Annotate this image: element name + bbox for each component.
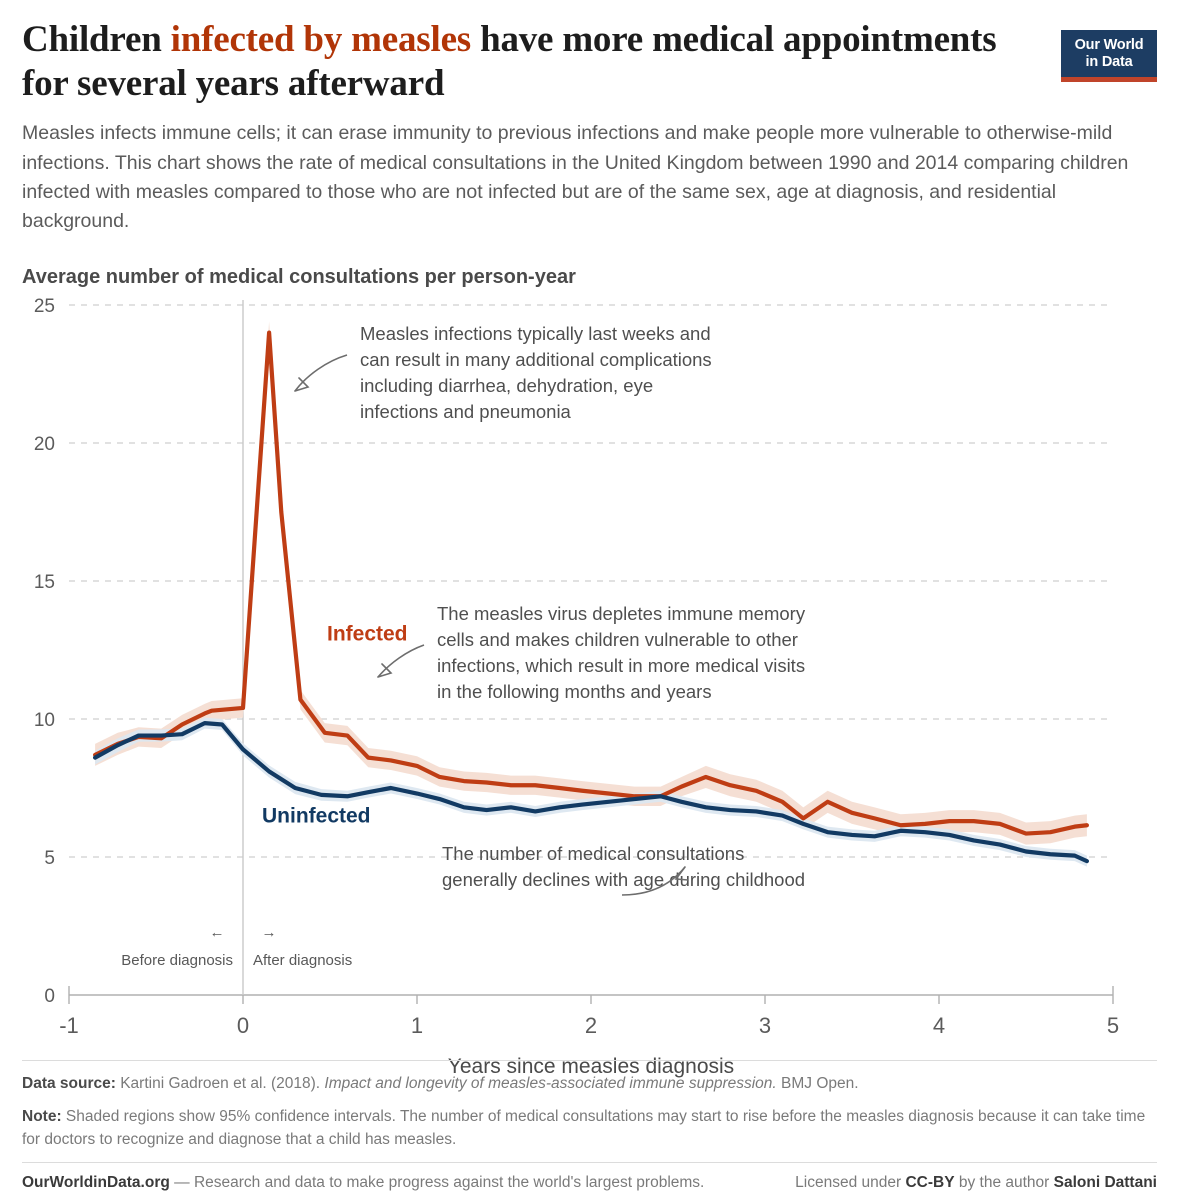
y-axis-tick-label: 25 bbox=[34, 296, 55, 317]
annotation-line: including diarrhea, dehydration, eye bbox=[360, 375, 653, 396]
annotation-arrow-depletion bbox=[377, 644, 425, 678]
x-axis-tick-label: 1 bbox=[411, 1013, 423, 1038]
title-highlight: infected by measles bbox=[170, 19, 472, 60]
annotation-line: infections and pneumonia bbox=[360, 401, 572, 422]
y-axis-tick-label: 10 bbox=[34, 710, 55, 731]
annotation-arrowhead-age bbox=[674, 866, 689, 882]
note-line: Note: Shaded regions show 95% confidence… bbox=[22, 1106, 1157, 1151]
series-label-uninfected: Uninfected bbox=[262, 805, 371, 828]
annotation-line: infections, which result in more medical… bbox=[437, 655, 805, 676]
title-part-1: Children bbox=[22, 19, 171, 60]
annotation-arrow-peak bbox=[294, 354, 348, 392]
note-label: Note: bbox=[22, 1108, 62, 1126]
data-lines: Infected Uninfected bbox=[92, 330, 1090, 864]
y-axis-tick-label: 20 bbox=[34, 434, 55, 455]
license-credit: Licensed under CC-BY by the author Salon… bbox=[795, 1174, 1157, 1192]
annotation-line: can result in many additional complicati… bbox=[360, 349, 712, 370]
license-author: Saloni Dattani bbox=[1053, 1174, 1157, 1191]
chart-axis-caption: Average number of medical consultations … bbox=[22, 266, 576, 289]
footer: Data source: Kartini Gadroen et al. (201… bbox=[22, 1059, 1157, 1192]
annotation-age-decline-note: The number of medical consultations gener… bbox=[442, 843, 805, 890]
site-credit: OurWorldinData.org — Research and data t… bbox=[22, 1174, 704, 1192]
x-axis-tick-label: 3 bbox=[759, 1013, 771, 1038]
series-label-infected: Infected bbox=[327, 623, 408, 646]
logo-line-2: in Data bbox=[1085, 53, 1133, 70]
y-axis-tick-label: 15 bbox=[34, 572, 55, 593]
x-axis-tick-label: 5 bbox=[1107, 1013, 1119, 1038]
chart-plot-area: Infected Uninfected 0 5 10 15 20 25 -1 0 1 2 3 4 5 Ye… bbox=[22, 295, 1157, 1085]
page-subtitle: Measles infects immune cells; it can era… bbox=[22, 122, 1129, 233]
annotation-line: generally declines with age during child… bbox=[442, 869, 805, 890]
x-axis-tick-label: -1 bbox=[59, 1013, 79, 1038]
confidence-band-infected bbox=[95, 321, 1087, 845]
data-source-italic: Impact and longevity of measles-associat… bbox=[324, 1074, 777, 1092]
before-diagnosis-label: Before diagnosis bbox=[121, 952, 233, 969]
data-source-tail: BMJ Open. bbox=[776, 1074, 859, 1092]
annotation-line: Measles infections typically last weeks … bbox=[360, 323, 711, 344]
our-world-in-data-logo[interactable]: Our World in Data bbox=[1061, 30, 1157, 82]
chart-annotations: ← → Before diagnosis After diagnosis Measles… bbox=[121, 323, 806, 969]
x-axis-tick-label: 2 bbox=[585, 1013, 597, 1038]
data-source-line: Data source: Kartini Gadroen et al. (201… bbox=[22, 1073, 1157, 1095]
site-tagline: — Research and data to make progress aga… bbox=[169, 1174, 705, 1191]
note-text: Shaded regions show 95% confidence inter… bbox=[22, 1108, 1146, 1148]
footer-bottom-bar: OurWorldinData.org — Research and data t… bbox=[22, 1162, 1157, 1192]
license-pre: Licensed under bbox=[795, 1174, 906, 1191]
page-title: Children infected by measles have more m… bbox=[22, 18, 1042, 105]
annotation-line: The measles virus depletes immune memory bbox=[437, 603, 806, 624]
y-axis-tick-label: 5 bbox=[44, 848, 55, 869]
annotation-line: in the following months and years bbox=[437, 681, 712, 702]
logo-line-1: Our World bbox=[1074, 37, 1144, 54]
site-name[interactable]: OurWorldinData.org bbox=[22, 1174, 170, 1191]
after-diagnosis-label: After diagnosis bbox=[253, 952, 352, 969]
after-diagnosis-arrow-icon: → bbox=[262, 924, 277, 941]
confidence-band-uninfected bbox=[95, 717, 1087, 867]
x-axis-tick-label: 0 bbox=[237, 1013, 249, 1038]
annotation-arrowhead-depletion bbox=[377, 663, 393, 679]
y-axis-tick-label: 0 bbox=[44, 986, 55, 1007]
y-axis-ticks: 0 5 10 15 20 25 bbox=[34, 296, 55, 1007]
annotation-line: The number of medical consultations bbox=[442, 843, 744, 864]
data-source-label: Data source: bbox=[22, 1074, 116, 1092]
x-axis-tick-label: 4 bbox=[933, 1013, 945, 1038]
header: Children infected by measles have more m… bbox=[22, 0, 1157, 236]
license-type[interactable]: CC-BY bbox=[905, 1174, 955, 1191]
license-mid: by the author bbox=[954, 1174, 1054, 1191]
gridlines bbox=[68, 304, 1114, 997]
title-part-2: have more medical appointments for sever… bbox=[22, 19, 997, 104]
annotation-line: cells and makes children vulnerable to o… bbox=[437, 629, 798, 650]
series-line-infected[interactable] bbox=[92, 330, 1090, 836]
data-source-text: Kartini Gadroen et al. (2018). bbox=[120, 1074, 325, 1092]
annotation-arrowhead-peak bbox=[294, 377, 310, 393]
series-line-uninfected[interactable] bbox=[92, 721, 1090, 864]
annotation-depletion-note: The measles virus depletes immune memory… bbox=[437, 603, 806, 702]
x-axis-title: Years since measles diagnosis bbox=[448, 1055, 734, 1078]
before-diagnosis-arrow-icon: ← bbox=[210, 924, 225, 941]
confidence-bands bbox=[95, 321, 1087, 867]
x-axis: -1 0 1 2 3 4 5 Years since measles diagnosis bbox=[59, 995, 1119, 1078]
footer-divider-top bbox=[22, 1059, 1157, 1061]
annotation-peak-note: Measles infections typically last weeks … bbox=[360, 323, 712, 422]
